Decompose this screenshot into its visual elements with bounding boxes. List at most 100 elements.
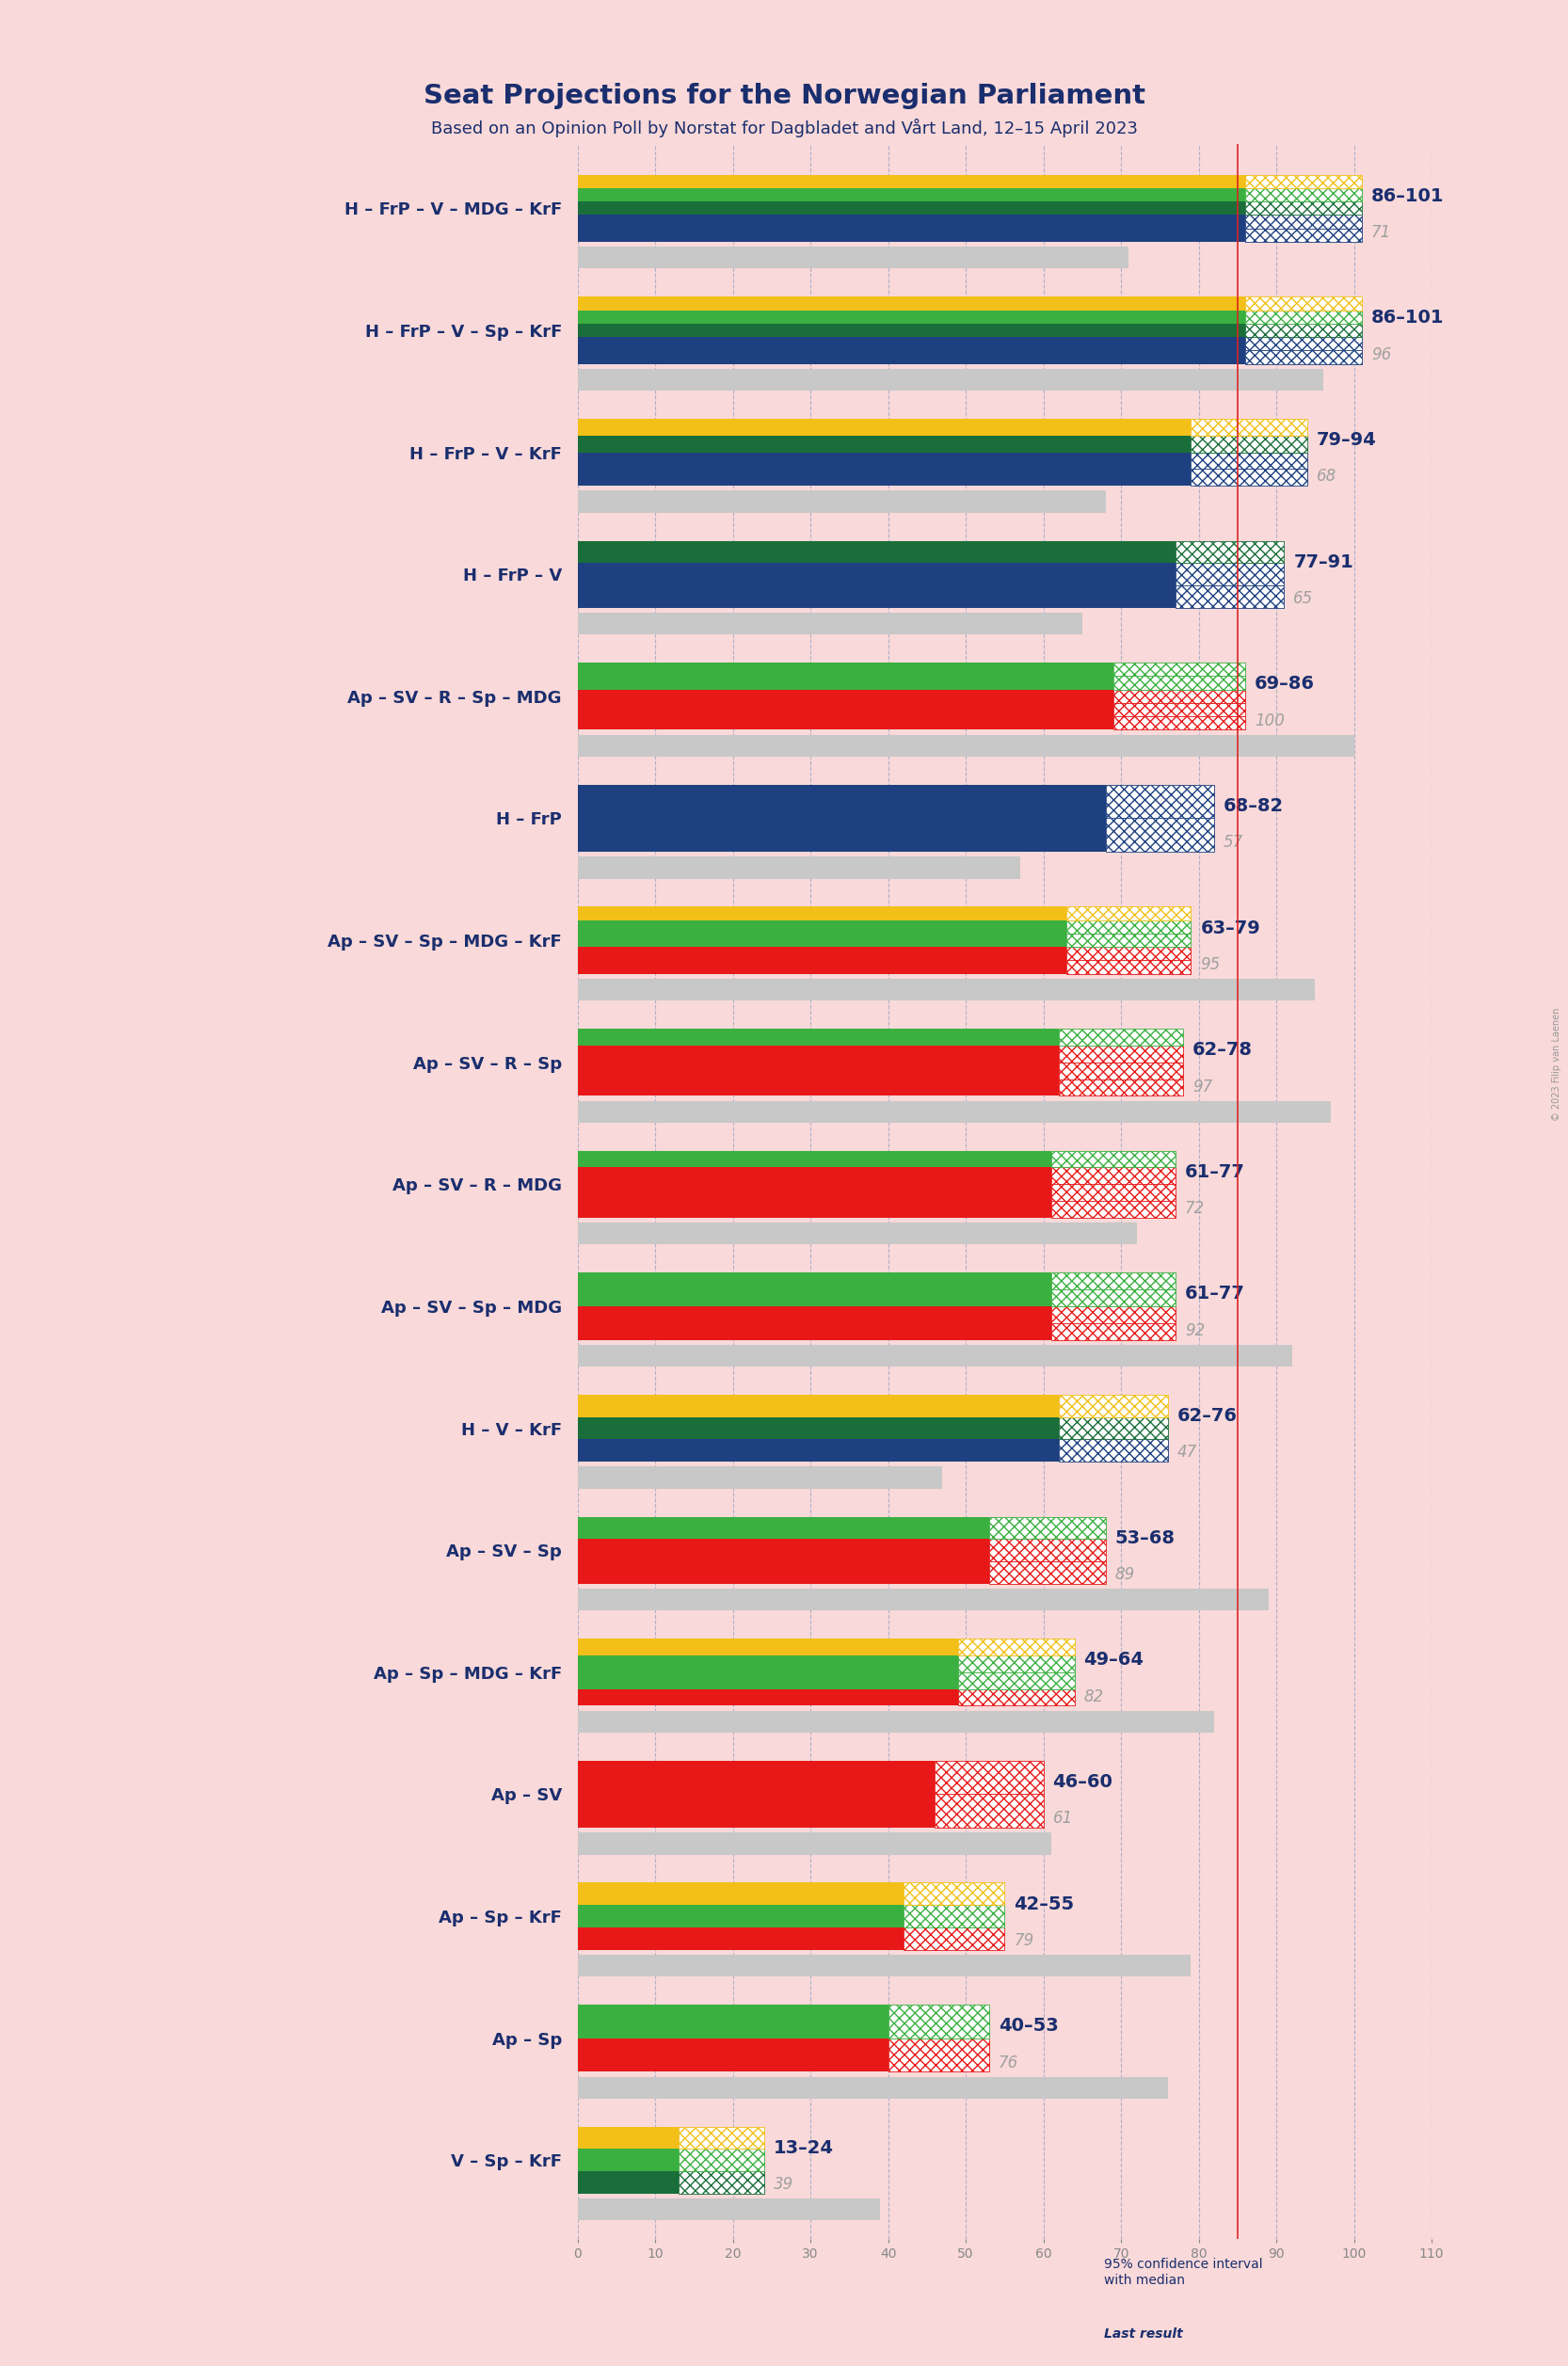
Text: 71: 71 (1370, 225, 1391, 241)
Bar (577, 1223, 1137, 1245)
Bar (577, 175, 1245, 189)
Text: 97: 97 (1193, 1079, 1212, 1095)
Text: Last result: Last result (1104, 2328, 1182, 2340)
Bar (679, 2127, 764, 2148)
Bar (577, 736, 1355, 757)
Text: 62–76: 62–76 (1178, 1408, 1237, 1424)
Bar (577, 2148, 679, 2172)
Bar (887, 2004, 989, 2037)
Bar (989, 1538, 1105, 1562)
Bar (577, 201, 1245, 215)
Bar (577, 419, 1192, 435)
Bar (1058, 1079, 1184, 1095)
Text: 47: 47 (1178, 1443, 1196, 1462)
Bar (903, 1883, 1005, 1905)
Bar (577, 946, 1066, 961)
Bar (577, 452, 1192, 468)
Bar (1066, 935, 1192, 946)
Bar (1058, 1046, 1184, 1062)
Bar (1051, 1166, 1176, 1185)
Bar (577, 215, 1245, 230)
Bar (903, 1905, 1005, 1928)
Text: 46–60: 46–60 (1052, 1772, 1113, 1791)
Text: 77–91: 77–91 (1294, 554, 1353, 570)
Bar (989, 1517, 1105, 1538)
Bar (577, 230, 1245, 241)
Text: 82: 82 (1083, 1689, 1104, 1706)
Bar (577, 906, 1066, 920)
Bar (1058, 1417, 1168, 1439)
Bar (577, 1289, 1051, 1306)
Bar (577, 980, 1316, 1001)
Bar (577, 2127, 679, 2148)
Bar (958, 1656, 1074, 1673)
Text: 89: 89 (1115, 1566, 1135, 1583)
Bar (577, 336, 1245, 350)
Text: Based on an Opinion Poll by Norstat for Dagbladet and Vårt Land, 12–15 April 202: Based on an Opinion Poll by Norstat for … (431, 118, 1137, 137)
Text: © 2023 Filip van Laenen: © 2023 Filip van Laenen (1552, 1008, 1562, 1121)
Bar (577, 310, 1245, 324)
Bar (577, 1588, 1269, 1611)
Bar (1113, 703, 1245, 717)
Bar (577, 1202, 1051, 1218)
Text: 86–101: 86–101 (1370, 187, 1444, 206)
Text: 95% confidence interval
with median: 95% confidence interval with median (1104, 2257, 1262, 2286)
Bar (577, 246, 1129, 270)
Bar (577, 490, 1105, 513)
Text: 13–24: 13–24 (773, 2139, 834, 2158)
Text: 61–77: 61–77 (1185, 1285, 1245, 1304)
Bar (577, 1439, 1058, 1462)
Bar (1051, 1273, 1176, 1289)
Bar (1051, 1323, 1176, 1339)
Bar (1058, 2323, 1098, 2345)
Bar (1058, 2250, 1098, 2293)
Text: 42–55: 42–55 (1014, 1895, 1074, 1914)
Bar (679, 2148, 764, 2172)
Bar (1066, 946, 1192, 961)
Text: 72: 72 (1185, 1200, 1204, 1216)
Bar (1192, 419, 1308, 435)
Bar (1245, 336, 1361, 350)
Bar (958, 1689, 1074, 1706)
Bar (1192, 468, 1308, 485)
Bar (1245, 350, 1361, 364)
Bar (1245, 324, 1361, 336)
Bar (577, 677, 1113, 689)
Bar (577, 786, 1105, 819)
Bar (1051, 1185, 1176, 1202)
Bar (577, 935, 1066, 946)
Text: 95: 95 (1200, 956, 1220, 972)
Bar (577, 1344, 1292, 1368)
Bar (577, 1394, 1058, 1417)
Bar (1058, 1394, 1168, 1417)
Text: 61–77: 61–77 (1185, 1164, 1245, 1181)
Bar (935, 1760, 1043, 1793)
Bar (903, 1928, 1005, 1950)
Bar (577, 1656, 958, 1673)
Text: 65: 65 (1294, 589, 1314, 608)
Bar (577, 2004, 887, 2037)
Text: 100: 100 (1254, 712, 1284, 729)
Bar (577, 1905, 903, 1928)
Bar (577, 324, 1245, 336)
Bar (577, 1711, 1214, 1732)
Text: 40–53: 40–53 (999, 2018, 1058, 2035)
Bar (1066, 920, 1192, 935)
Bar (577, 613, 1082, 634)
Bar (577, 1689, 958, 1706)
Text: 86–101: 86–101 (1370, 310, 1444, 327)
Bar (1176, 563, 1284, 584)
Bar (577, 961, 1066, 975)
Bar (577, 1062, 1058, 1079)
Bar (1176, 542, 1284, 563)
Bar (1066, 906, 1192, 920)
Bar (958, 1673, 1074, 1689)
Bar (1245, 215, 1361, 230)
Bar (577, 1323, 1051, 1339)
Bar (577, 369, 1323, 390)
Bar (577, 1834, 1051, 1855)
Bar (577, 856, 1021, 878)
Text: 79: 79 (1014, 1933, 1033, 1950)
Bar (1245, 201, 1361, 215)
Bar (1176, 584, 1284, 608)
